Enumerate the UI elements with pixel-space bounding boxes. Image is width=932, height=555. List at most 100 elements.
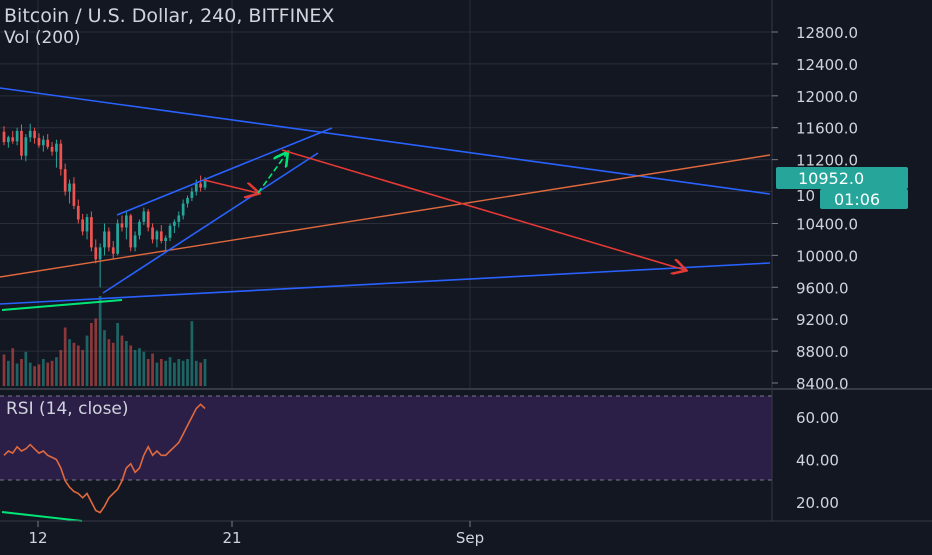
candle-body bbox=[98, 247, 102, 260]
volume-bar bbox=[155, 362, 159, 386]
candle[interactable] bbox=[85, 213, 89, 240]
candle-body bbox=[24, 137, 28, 156]
candle[interactable] bbox=[177, 211, 181, 228]
candle-body bbox=[173, 221, 176, 226]
green-volume-trend[interactable] bbox=[1, 299, 123, 311]
candle[interactable] bbox=[181, 199, 185, 220]
candle[interactable] bbox=[68, 179, 71, 204]
candle-body bbox=[181, 203, 185, 216]
candle[interactable] bbox=[120, 215, 124, 232]
candle-body bbox=[76, 205, 80, 220]
candle[interactable] bbox=[15, 127, 19, 146]
volume-bar bbox=[37, 364, 41, 386]
volume-bar bbox=[90, 323, 93, 386]
time-tick-label: 12 bbox=[28, 529, 47, 547]
candle[interactable] bbox=[146, 209, 150, 232]
candle-body bbox=[7, 137, 10, 143]
candle[interactable] bbox=[59, 139, 63, 176]
candle[interactable] bbox=[37, 133, 41, 148]
rsi-label: RSI (14, close) bbox=[6, 399, 129, 419]
candle[interactable] bbox=[7, 135, 10, 148]
candle[interactable] bbox=[155, 229, 159, 248]
candle[interactable] bbox=[142, 207, 146, 226]
candle[interactable] bbox=[168, 223, 172, 242]
candle[interactable] bbox=[20, 124, 23, 160]
candle[interactable] bbox=[103, 223, 106, 256]
candle-body bbox=[15, 130, 19, 142]
candle[interactable] bbox=[190, 187, 194, 202]
candle-body bbox=[146, 211, 150, 228]
projection-arrow-red-long[interactable] bbox=[281, 149, 685, 270]
candle[interactable] bbox=[164, 235, 168, 252]
candle[interactable] bbox=[55, 139, 58, 168]
candle[interactable] bbox=[94, 239, 98, 264]
candle[interactable] bbox=[186, 195, 189, 208]
candle[interactable] bbox=[76, 199, 80, 224]
candle[interactable] bbox=[98, 243, 102, 288]
rsi-axis[interactable]: 60.00 40.00 20.00 bbox=[796, 409, 839, 512]
candle-body bbox=[107, 231, 111, 248]
candle-body bbox=[120, 223, 124, 228]
candle-layer[interactable] bbox=[2, 123, 207, 288]
candle-body bbox=[164, 237, 168, 242]
volume-bar bbox=[41, 359, 45, 386]
candle-body bbox=[50, 146, 54, 152]
candle-body bbox=[37, 138, 41, 146]
candle[interactable] bbox=[90, 211, 93, 252]
rsi-pane[interactable]: RSI (14, close) bbox=[0, 389, 772, 522]
price-tick-label: 9600.0 bbox=[796, 279, 849, 297]
channel-lower-line[interactable] bbox=[102, 152, 319, 294]
volume-bar bbox=[129, 345, 133, 386]
volume-bar bbox=[81, 350, 85, 386]
projection-arrow-green[interactable] bbox=[257, 153, 287, 194]
rsi-green-trend[interactable] bbox=[1, 511, 83, 522]
candle[interactable] bbox=[24, 134, 28, 162]
rsi-line[interactable] bbox=[3, 403, 206, 514]
volume-bar bbox=[159, 359, 163, 386]
candle[interactable] bbox=[28, 123, 32, 143]
candle[interactable] bbox=[63, 163, 67, 196]
candle[interactable] bbox=[50, 142, 54, 156]
candle-body bbox=[168, 225, 172, 238]
candle[interactable] bbox=[11, 130, 15, 144]
candle[interactable] bbox=[159, 225, 163, 244]
countdown-tag[interactable]: 01:06 bbox=[820, 189, 908, 209]
candle-body bbox=[186, 197, 189, 204]
candle-body bbox=[94, 247, 98, 260]
orange-trend-line[interactable] bbox=[0, 154, 771, 278]
candle-body bbox=[116, 223, 119, 254]
candle[interactable] bbox=[33, 127, 36, 144]
candle[interactable] bbox=[72, 177, 76, 210]
candle[interactable] bbox=[129, 213, 133, 252]
volume-bar bbox=[190, 321, 194, 386]
descending-resistance-line[interactable] bbox=[0, 87, 771, 195]
volume-bar bbox=[63, 327, 67, 386]
candle[interactable] bbox=[124, 211, 128, 240]
current-price-tag[interactable]: 10952.0 bbox=[776, 167, 908, 189]
candle[interactable] bbox=[199, 175, 202, 192]
candle[interactable] bbox=[107, 227, 111, 252]
candle[interactable] bbox=[151, 223, 154, 244]
candle[interactable] bbox=[138, 219, 141, 240]
candle-body bbox=[155, 231, 159, 240]
candle[interactable] bbox=[2, 126, 6, 146]
volume-bar bbox=[203, 359, 207, 386]
price-tick-label: 9200.0 bbox=[796, 311, 849, 329]
price-axis[interactable]: 12800.0 12400.0 12000.0 11600.0 11200.0 10400… bbox=[772, 24, 858, 393]
projection-arrow-short-red[interactable] bbox=[203, 179, 258, 193]
candle[interactable] bbox=[173, 219, 176, 234]
drawings-layer[interactable] bbox=[0, 87, 771, 311]
candle[interactable] bbox=[111, 241, 115, 260]
candle[interactable] bbox=[81, 213, 85, 236]
candle[interactable] bbox=[46, 134, 50, 150]
candle[interactable] bbox=[116, 219, 119, 256]
volume-bar bbox=[111, 342, 115, 386]
candle[interactable] bbox=[41, 135, 45, 152]
countdown-value: 01:06 bbox=[834, 190, 880, 209]
ascending-support-line[interactable] bbox=[0, 262, 771, 305]
time-axis[interactable]: 12 21 Sep bbox=[28, 521, 484, 547]
channel-upper-line[interactable] bbox=[116, 127, 333, 216]
candle[interactable] bbox=[133, 231, 137, 252]
